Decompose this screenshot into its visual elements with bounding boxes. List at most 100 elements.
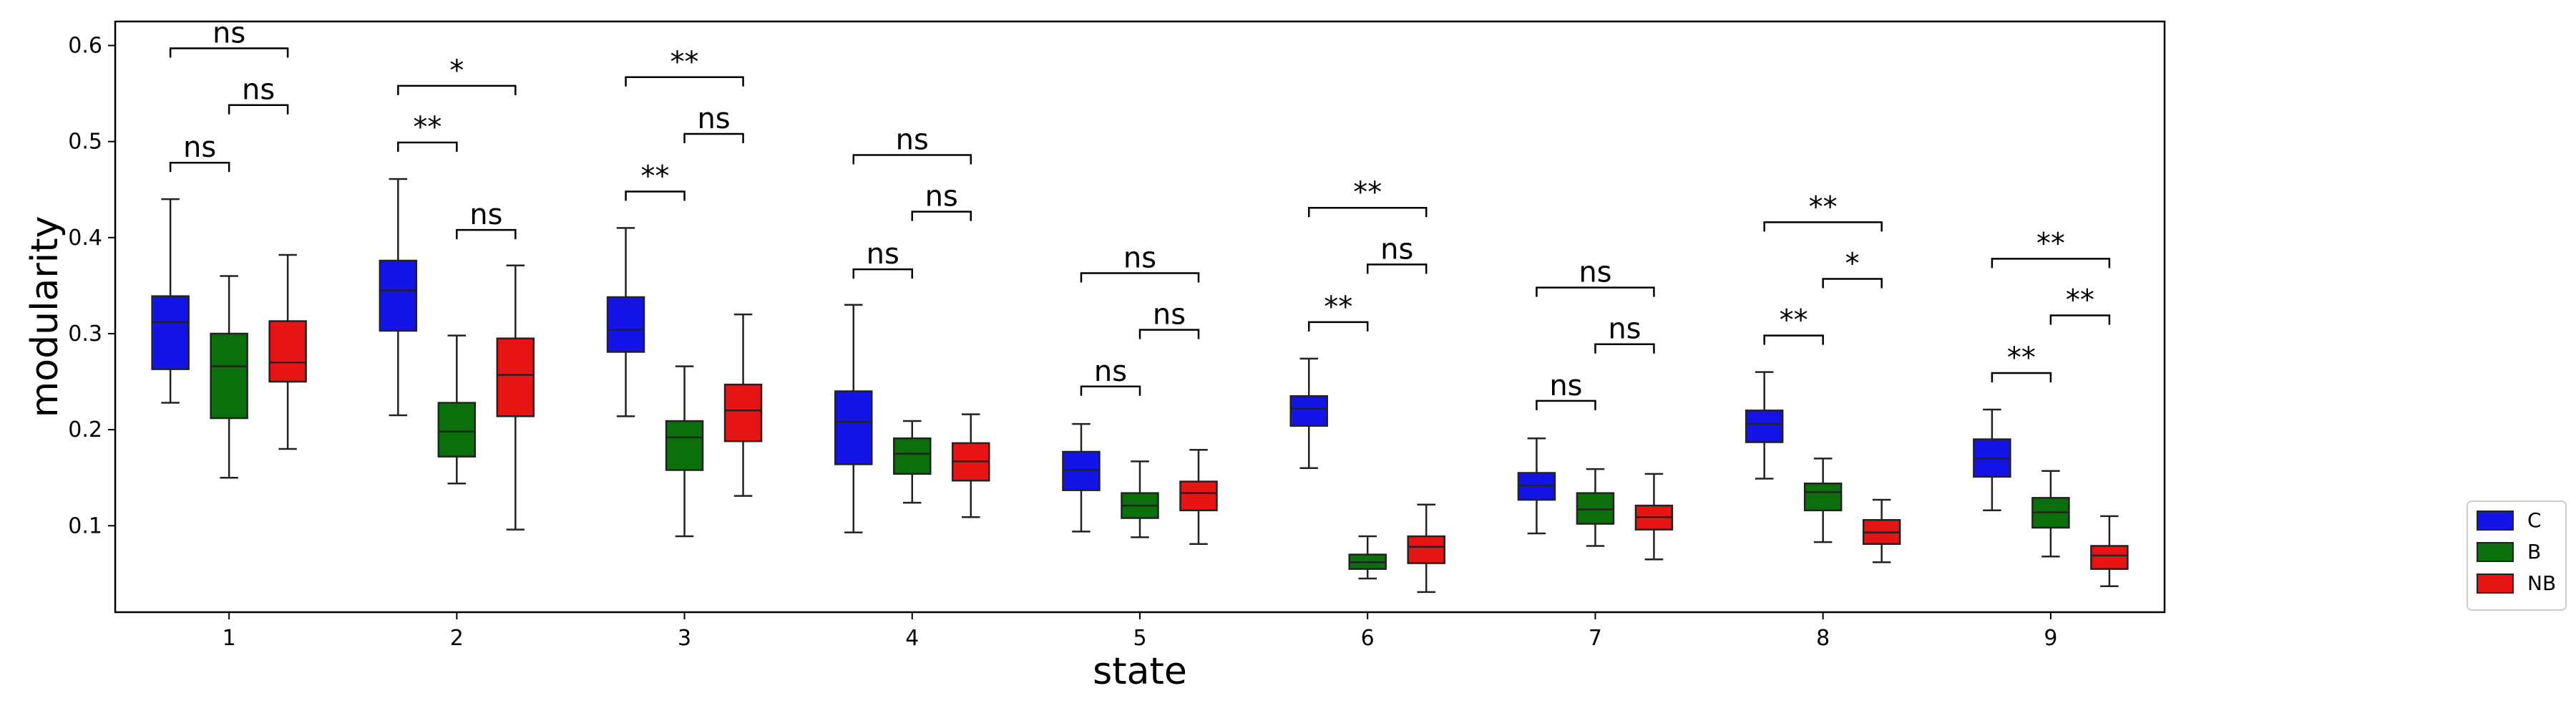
significance-label: ** (641, 160, 670, 193)
box-B-state-2 (437, 334, 477, 485)
significance-bracket: ns (683, 102, 744, 143)
legend-item-B: B (2477, 540, 2541, 563)
box-B-state-8 (1803, 458, 1843, 543)
box-C-state-9 (1973, 408, 2011, 512)
box-plot-series (151, 178, 2129, 594)
y-tick-label: 0.3 (68, 321, 102, 347)
significance-label: ns (1153, 299, 1186, 332)
box-iqr (379, 259, 418, 332)
significance-bracket: ns (456, 198, 517, 240)
box-C-state-8 (1745, 371, 1784, 480)
significance-label: ns (896, 123, 929, 156)
bracket-line (1822, 278, 1883, 289)
box-C-state-3 (606, 227, 645, 417)
significance-label: ** (2036, 227, 2065, 260)
legend-swatch (2477, 542, 2514, 562)
significance-label: ns (1123, 241, 1156, 274)
x-tick-label: 2 (450, 626, 464, 651)
box-B-state-3 (665, 365, 704, 538)
box-iqr (1179, 480, 1218, 512)
box-NB-state-4 (952, 413, 990, 518)
box-iqr (437, 402, 477, 458)
significance-label: ** (1353, 176, 1382, 209)
significance-bracket: ns (852, 123, 972, 165)
significance-label: * (449, 54, 464, 87)
significance-label: ns (697, 102, 730, 135)
bracket-line (228, 104, 289, 115)
bracket-line (1307, 206, 1428, 218)
bracket-line (1991, 372, 2052, 382)
significance-bracket: ns (228, 74, 289, 115)
x-tick-label: 1 (223, 626, 236, 651)
box-NB-state-1 (268, 253, 307, 450)
significance-bracket: ns (1594, 313, 1655, 354)
box-iqr (1062, 450, 1101, 491)
significance-bracket: ** (1991, 342, 2052, 382)
significance-label: ** (413, 111, 441, 144)
box-NB-state-7 (1634, 473, 1674, 561)
box-iqr (2090, 545, 2129, 570)
box-C-state-5 (1062, 422, 1101, 533)
significance-bracket: ns (1138, 299, 1200, 339)
significance-bracket: ** (1307, 291, 1369, 332)
bracket-line (852, 154, 972, 165)
bracket-line (1366, 263, 1428, 274)
bracket-line (1763, 334, 1824, 345)
bracket-line (2049, 314, 2111, 325)
box-NB-state-5 (1179, 449, 1218, 546)
significance-bracket: ** (2049, 284, 2111, 325)
significance-bracket: ** (625, 160, 686, 201)
significance-label: ns (1608, 313, 1641, 346)
box-iqr (151, 295, 190, 370)
bracket-line (852, 268, 914, 279)
x-tick-label: 3 (678, 626, 691, 651)
x-tick-label: 4 (905, 626, 919, 651)
significance-label: ns (1094, 355, 1127, 388)
bracket-line (1536, 400, 1596, 410)
box-NB-state-9 (2090, 515, 2129, 588)
y-axis-label: modularity (24, 216, 67, 418)
x-tick-label: 7 (1589, 626, 1602, 651)
legend-label: C (2527, 508, 2542, 532)
bracket-line (397, 84, 517, 95)
significance-label: ns (1380, 233, 1413, 266)
box-iqr (268, 320, 307, 383)
significance-label: ** (670, 46, 699, 79)
box-B-state-5 (1121, 460, 1159, 538)
significance-bracket: ns (169, 131, 230, 173)
box-B-state-4 (893, 420, 932, 504)
x-tick-label: 8 (1816, 626, 1830, 651)
significance-label: ns (867, 238, 899, 271)
significance-bracket: ns (1080, 241, 1200, 283)
legend-swatch (2477, 511, 2514, 531)
bracket-line (456, 228, 517, 240)
significance-label: ** (1809, 190, 1838, 223)
box-iqr (1289, 395, 1328, 427)
significance-label: ** (1324, 291, 1352, 324)
bracket-line (1594, 343, 1655, 354)
y-tick-label: 0.1 (68, 513, 102, 538)
bracket-line (1536, 286, 1655, 297)
significance-label: ns (242, 74, 275, 107)
bracket-line (683, 132, 744, 143)
box-iqr (496, 337, 535, 417)
box-iqr (606, 296, 645, 353)
box-NB-state-6 (1407, 503, 1445, 594)
significance-label: ns (1549, 369, 1582, 402)
bracket-line (397, 141, 458, 153)
box-iqr (1407, 535, 1445, 564)
box-B-state-7 (1576, 468, 1615, 547)
significance-label: ns (469, 198, 502, 231)
x-axis: 1 2 3 4 5 6 7 8 9 (223, 612, 2057, 651)
box-iqr (1803, 482, 1843, 512)
box-iqr (1517, 472, 1556, 501)
significance-bracket: ns (1536, 256, 1655, 297)
x-tick-label: 6 (1361, 626, 1375, 651)
box-C-state-7 (1517, 437, 1556, 535)
bracket-line (1080, 385, 1141, 396)
bracket-line (169, 161, 230, 173)
bracket-line (625, 76, 744, 87)
box-NB-state-2 (496, 264, 535, 531)
box-iqr (1745, 410, 1784, 443)
